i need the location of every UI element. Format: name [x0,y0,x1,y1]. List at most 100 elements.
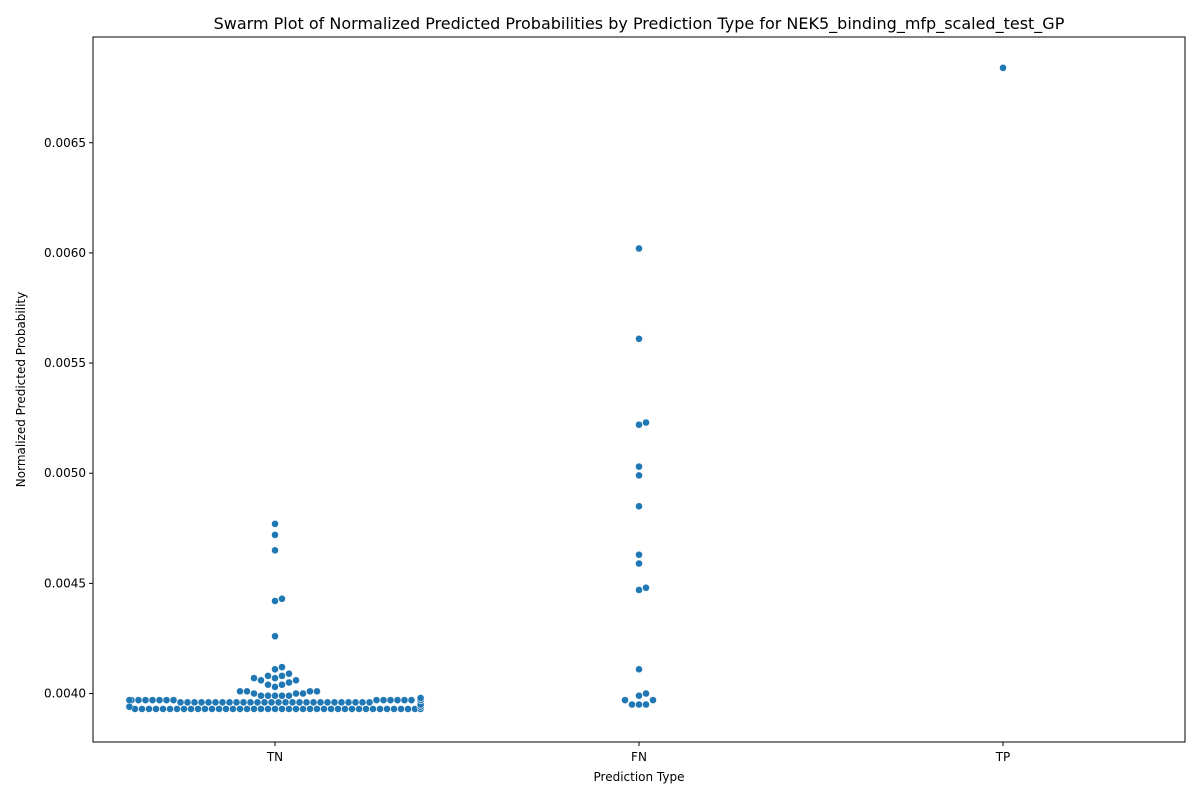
data-point-tn [232,698,241,707]
data-point-tn [257,676,265,685]
data-point-tn [176,698,185,707]
data-point-tn [274,698,283,707]
data-point-tn [278,672,286,680]
data-point-tn [264,692,272,700]
data-point-tn [138,705,146,713]
data-point-tn [351,698,360,707]
data-point-tn [173,705,181,713]
data-point-tn [404,705,412,713]
y-axis: 0.0040 0.0045 0.0050 0.0055 0.0060 0.0065 [44,136,93,701]
data-point-tn [327,705,335,713]
data-point-tn [260,698,269,707]
data-point-tn [285,670,293,678]
data-point-tn [386,696,395,704]
data-point-tn [295,698,304,707]
data-point-tn [278,681,286,689]
data-point-tn [211,698,220,707]
x-tick-label: FN [631,750,647,764]
data-point-fn [635,471,643,480]
data-point-tn [208,705,216,713]
data-point-tn [267,698,276,707]
plot-frame [92,36,1186,743]
data-point-fn [628,700,636,709]
data-point-fn [635,586,643,594]
data-point-tn [393,696,402,704]
x-tick-label: TP [995,750,1011,764]
data-point-tn [365,698,374,707]
data-point-tn [236,705,244,713]
plot-area [125,64,1007,713]
data-point-tn [288,698,297,707]
data-point-fn [649,696,657,704]
data-point-tn [271,665,279,673]
data-point-fn [635,421,643,429]
data-point-tn [271,692,279,700]
y-tick-label: 0.0040 [44,687,86,701]
data-point-tn [194,705,202,713]
data-point-tn [369,705,377,713]
data-point-tn [400,696,409,704]
data-point-fn [635,502,643,510]
data-point-tn [278,692,286,700]
data-point-tn [306,687,314,696]
data-point-tn [341,705,349,713]
data-point-tn [145,705,153,713]
data-point-tn [141,696,150,704]
data-point-tn [236,687,244,696]
data-point-tn [309,698,318,707]
data-point-tn [155,696,164,704]
data-point-fn [635,335,643,343]
data-point-tn [264,672,272,680]
data-point-tn [416,694,425,702]
data-point-tn [407,696,416,704]
data-point-tn [134,696,143,704]
data-point-tn [271,546,279,555]
data-point-tn [271,632,279,640]
data-point-tn [355,705,363,713]
data-point-tn [376,705,384,713]
data-point-tn [125,696,134,704]
data-point-tn [292,676,300,685]
data-point-tn [180,705,188,713]
data-point-fn [635,559,643,568]
x-axis: TN FN TP [266,742,1010,764]
data-point-tn [344,698,353,707]
y-tick-label: 0.0060 [44,246,86,260]
data-point-tn [250,674,258,682]
data-point-fn [642,418,650,427]
data-point-tn [204,698,213,707]
data-point-fn [642,689,650,698]
data-point-tn [334,705,342,713]
data-point-tn [264,705,272,713]
data-point-tn [316,698,325,707]
x-tick-label: TN [266,750,283,764]
data-point-tn [397,705,405,713]
data-point-tn [253,698,262,707]
data-point-fn [621,696,629,704]
data-point-tn [222,705,230,713]
data-point-tn [190,698,199,707]
data-point-tn [152,705,160,713]
data-point-tn [162,696,171,704]
data-point-tn [292,689,300,698]
data-point-tn [264,681,272,689]
chart-title: Swarm Plot of Normalized Predicted Proba… [214,14,1065,34]
data-point-tn [271,597,279,605]
data-point-tn [358,698,367,707]
data-point-tn [292,705,300,713]
data-point-fn [635,244,643,253]
data-point-tn [306,705,314,713]
data-point-tn [285,692,293,700]
data-point-tn [285,705,293,713]
data-point-tn [281,698,290,707]
data-point-tn [197,698,206,707]
data-point-tn [299,705,307,713]
data-point-fn [635,700,643,709]
y-tick-label: 0.0055 [44,356,86,370]
data-point-tn [278,705,286,713]
data-point-tn [250,689,258,698]
data-point-tn [169,696,178,704]
data-point-tn [330,698,339,707]
data-point-fn [635,665,643,673]
